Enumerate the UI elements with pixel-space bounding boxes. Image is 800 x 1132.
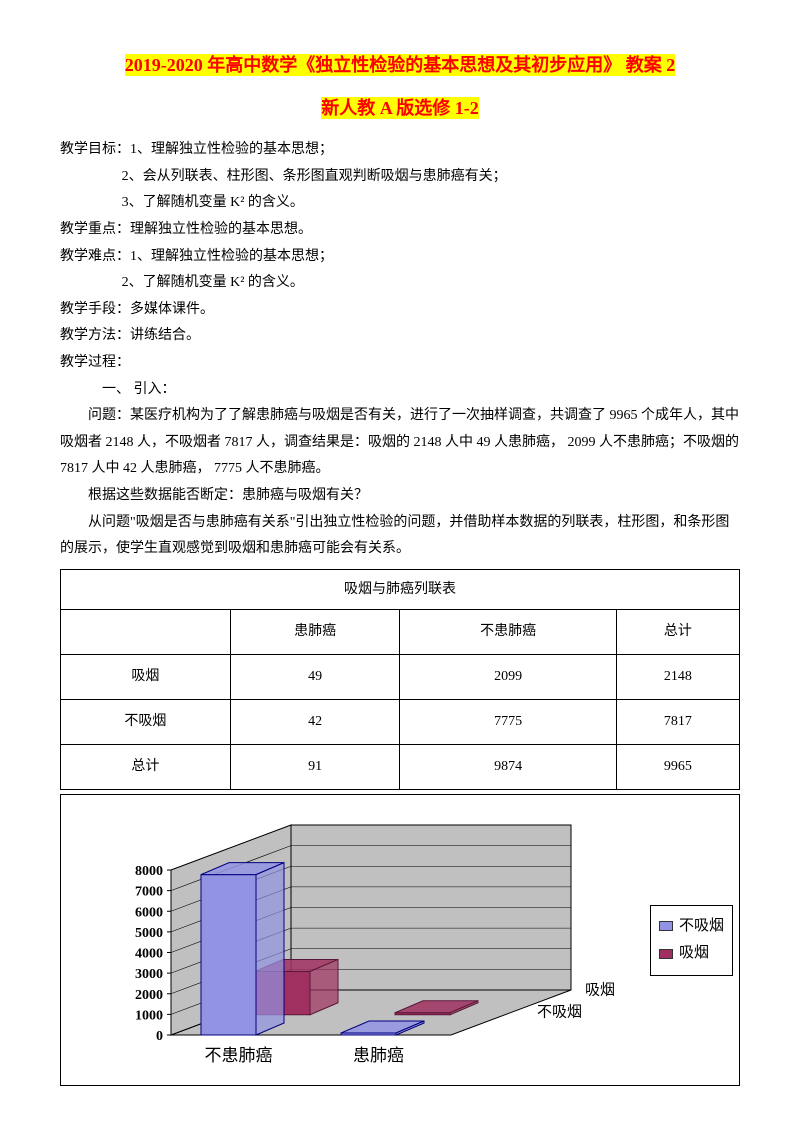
table-cell: 2148 xyxy=(616,655,739,700)
paragraph-2: 根据这些数据能否断定：患肺癌与吸烟有关？ xyxy=(60,483,740,510)
table-header-cell: 患肺癌 xyxy=(230,610,400,655)
bar-chart: 0 1000 2000 3000 4000 5000 6000 7000 8000 不患肺癌 患肺癌… xyxy=(61,795,740,1085)
label-diff: 教学难点： xyxy=(60,249,130,264)
table-row: 不吸烟 42 7775 7817 xyxy=(61,700,740,745)
section-1-heading: 一、 引入： xyxy=(102,377,740,404)
goal-2: 2、会从列联表、柱形图、条形图直观判断吸烟与患肺癌有关； xyxy=(122,164,740,191)
paragraph-1: 问题：某医疗机构为了了解患肺癌与吸烟是否有关，进行了一次抽样调查，共调查了 99… xyxy=(60,403,740,483)
legend-swatch xyxy=(659,949,673,959)
contingency-table: 吸烟与肺癌列联表 患肺癌 不患肺癌 总计 吸烟 49 2099 2148 不吸烟… xyxy=(60,569,740,790)
legend-swatch xyxy=(659,921,673,931)
goal-1: 1、理解独立性检验的基本思想； xyxy=(130,142,333,157)
paragraph-3: 从问题"吸烟是否与患肺癌有关系"引出独立性检验的问题，并借助样本数据的列联表，柱… xyxy=(60,510,740,563)
table-cell: 91 xyxy=(230,744,400,789)
svg-text:1000: 1000 xyxy=(135,1008,163,1023)
table-cell: 不吸烟 xyxy=(61,700,231,745)
table-cell: 7817 xyxy=(616,700,739,745)
label-goal: 教学目标： xyxy=(60,142,130,157)
label-focus: 教学重点： xyxy=(60,222,130,237)
table-cell: 9965 xyxy=(616,744,739,789)
svg-text:3000: 3000 xyxy=(135,967,163,982)
table-cell: 7775 xyxy=(400,700,616,745)
label-means: 教学手段： xyxy=(60,302,130,317)
table-caption: 吸烟与肺癌列联表 xyxy=(61,569,740,610)
document-body: 教学目标：1、理解独立性检验的基本思想； 2、会从列联表、柱形图、条形图直观判断… xyxy=(60,137,740,563)
svg-text:不患肺癌: 不患肺癌 xyxy=(205,1046,273,1065)
svg-text:2000: 2000 xyxy=(135,987,163,1002)
table-cell: 总计 xyxy=(61,744,231,789)
legend-label: 吸烟 xyxy=(679,941,709,967)
legend-item: 吸烟 xyxy=(659,941,724,967)
goal-3: 3、了解随机变量 K² 的含义。 xyxy=(122,190,740,217)
diff-2: 2、了解随机变量 K² 的含义。 xyxy=(122,270,740,297)
means-text: 多媒体课件。 xyxy=(130,302,214,317)
table-header-row: 患肺癌 不患肺癌 总计 xyxy=(61,610,740,655)
svg-text:7000: 7000 xyxy=(135,884,163,899)
svg-text:0: 0 xyxy=(156,1029,163,1044)
table-header-cell: 不患肺癌 xyxy=(400,610,616,655)
diff-1: 1、理解独立性检验的基本思想； xyxy=(130,249,333,264)
bar-chart-container: 0 1000 2000 3000 4000 5000 6000 7000 8000 不患肺癌 患肺癌… xyxy=(60,794,740,1086)
title-line-2: 新人教 A 版选修 1-2 xyxy=(321,97,479,119)
legend-label: 不吸烟 xyxy=(679,914,724,940)
svg-text:8000: 8000 xyxy=(135,864,163,879)
chart-legend: 不吸烟 吸烟 xyxy=(650,905,733,976)
legend-item: 不吸烟 xyxy=(659,914,724,940)
label-method: 教学方法： xyxy=(60,328,130,343)
title-line-1: 2019-2020 年高中数学《独立性检验的基本思想及其初步应用》 教案 2 xyxy=(125,54,676,76)
table-cell: 2099 xyxy=(400,655,616,700)
focus-text: 理解独立性检验的基本思想。 xyxy=(130,222,312,237)
table-cell: 吸烟 xyxy=(61,655,231,700)
svg-text:6000: 6000 xyxy=(135,905,163,920)
label-process: 教学过程： xyxy=(60,350,740,377)
table-header-cell: 总计 xyxy=(616,610,739,655)
svg-text:吸烟: 吸烟 xyxy=(585,981,615,998)
table-row: 吸烟 49 2099 2148 xyxy=(61,655,740,700)
svg-text:4000: 4000 xyxy=(135,946,163,961)
table-cell: 9874 xyxy=(400,744,616,789)
svg-text:患肺癌: 患肺癌 xyxy=(353,1046,404,1065)
table-header-cell xyxy=(61,610,231,655)
table-cell: 42 xyxy=(230,700,400,745)
svg-text:5000: 5000 xyxy=(135,926,163,941)
table-cell: 49 xyxy=(230,655,400,700)
method-text: 讲练结合。 xyxy=(130,328,200,343)
svg-text:不吸烟: 不吸烟 xyxy=(537,1003,582,1020)
table-row: 总计 91 9874 9965 xyxy=(61,744,740,789)
